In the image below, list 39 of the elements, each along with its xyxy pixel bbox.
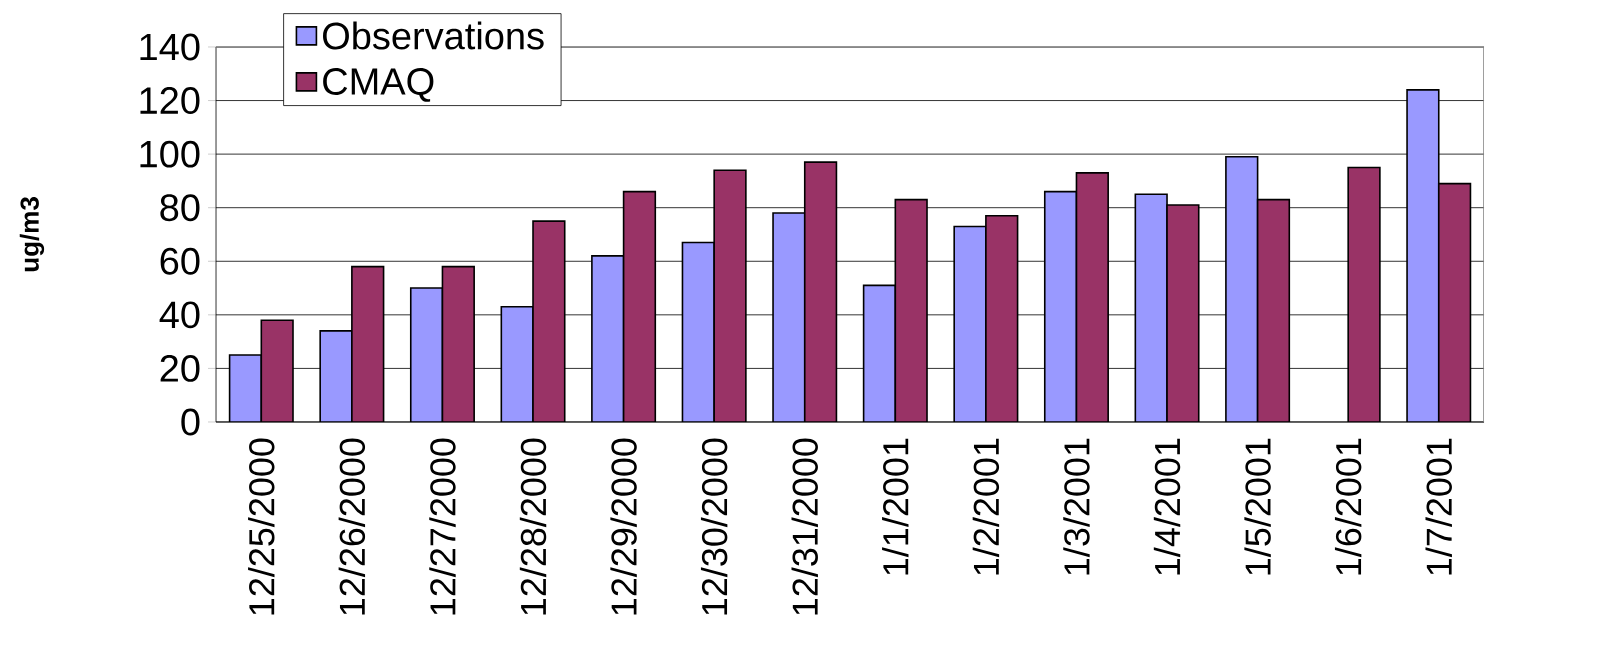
x-tick-label: 1/2/2001 bbox=[972, 438, 1000, 575]
bar bbox=[713, 169, 747, 422]
legend-label: CMAQ bbox=[323, 68, 434, 102]
x-tick-label: 12/31/2000 bbox=[791, 438, 818, 615]
y-tick-label: 140 bbox=[140, 33, 200, 61]
x-tick-label: 1/4/2001 bbox=[1153, 438, 1181, 575]
x-tick-label: 12/30/2000 bbox=[700, 438, 728, 615]
y-tick-label: 80 bbox=[160, 194, 200, 222]
y-tick-label: 100 bbox=[140, 140, 200, 168]
x-tick-label: 12/28/2000 bbox=[519, 438, 547, 615]
x-tick-label: 12/29/2000 bbox=[610, 438, 637, 615]
bar bbox=[1166, 204, 1200, 422]
bar bbox=[985, 214, 1019, 422]
legend-label: Observations bbox=[323, 21, 544, 50]
x-tick-label: 1/5/2001 bbox=[1244, 438, 1271, 575]
bar bbox=[1075, 172, 1109, 422]
y-tick-label: 40 bbox=[159, 301, 200, 329]
x-tick-label: 12/25/2000 bbox=[248, 438, 275, 615]
x-tick-label: 1/6/2001 bbox=[1334, 438, 1362, 575]
x-tick-label: 1/3/2001 bbox=[1063, 438, 1090, 575]
bar bbox=[622, 190, 657, 422]
x-tick-label: 12/27/2000 bbox=[429, 438, 456, 615]
x-tick-label: 1/1/2001 bbox=[882, 438, 909, 575]
y-tick-label: 0 bbox=[181, 408, 200, 436]
bar bbox=[351, 265, 385, 422]
bar bbox=[803, 161, 838, 422]
y-tick-label: 60 bbox=[160, 247, 200, 275]
bar bbox=[441, 265, 475, 422]
x-tick-label: 1/7/2001 bbox=[1425, 438, 1452, 575]
y-tick-label: 20 bbox=[160, 354, 200, 382]
bar bbox=[260, 319, 294, 422]
y-axis-title: ug/m3 bbox=[19, 197, 45, 272]
bar bbox=[1347, 166, 1381, 422]
bar bbox=[1437, 182, 1472, 422]
bar bbox=[1256, 198, 1291, 422]
bar bbox=[532, 220, 566, 422]
bar bbox=[894, 198, 928, 422]
x-tick-label: 12/26/2000 bbox=[338, 438, 366, 615]
y-tick-label: 120 bbox=[140, 87, 200, 114]
